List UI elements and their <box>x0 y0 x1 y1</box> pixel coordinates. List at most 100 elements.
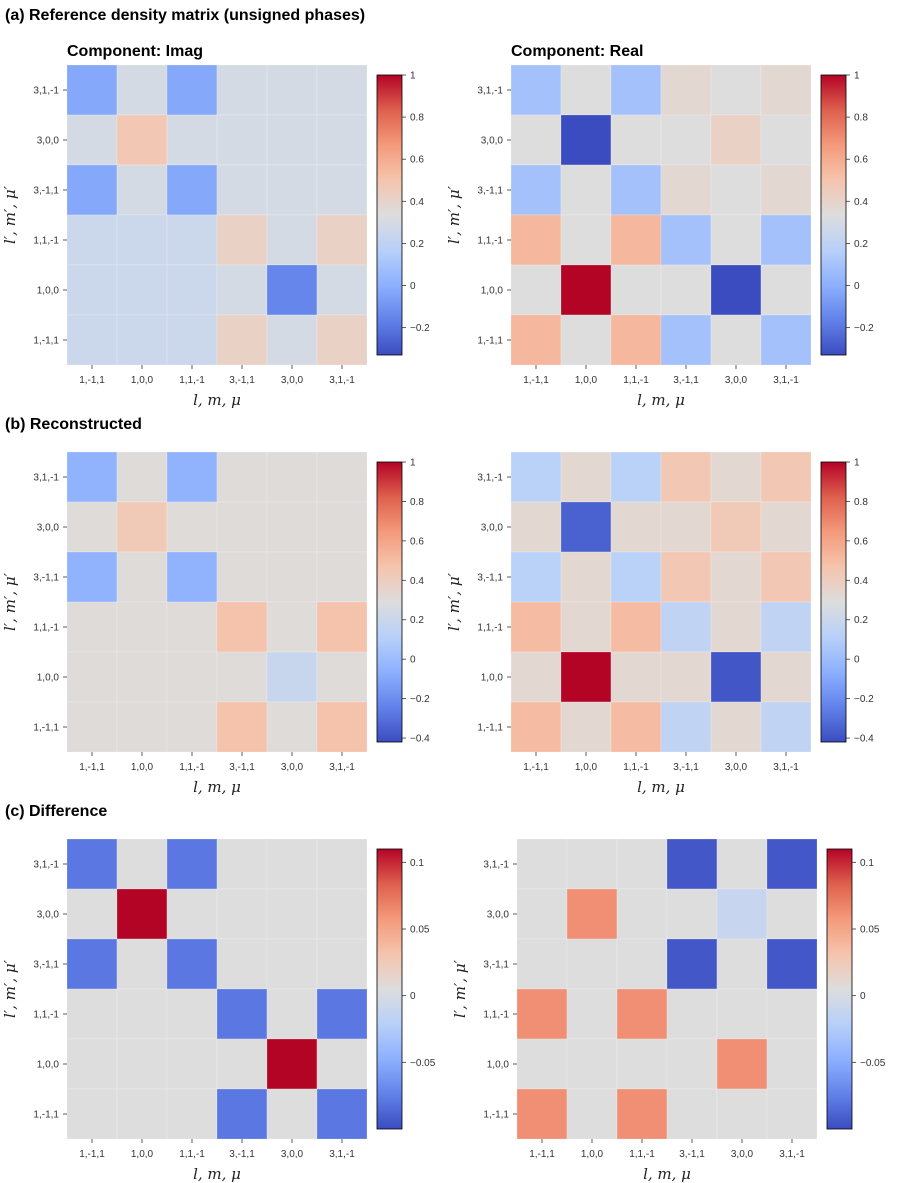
heatmap-cell <box>166 551 218 603</box>
heatmap-cell <box>116 551 168 603</box>
x-tick-label: 1,1,-1 <box>623 375 649 386</box>
heatmap-cell <box>66 601 118 653</box>
heatmap-cell <box>266 601 318 653</box>
y-tick-label: 1,1,-1 <box>483 1010 509 1021</box>
heatmap-cell <box>710 164 762 216</box>
y-tick-label: 1,0,0 <box>37 1060 60 1071</box>
heatmap-cell <box>166 601 218 653</box>
section-title-b: (b) Reconstructed <box>5 416 142 433</box>
y-tick-label: 1,-1,1 <box>477 336 503 347</box>
colorbar-tick-label: 0.8 <box>854 497 868 508</box>
heatmap-cell <box>266 264 318 316</box>
heatmap-cell <box>560 214 612 266</box>
heatmap-cell <box>116 64 168 116</box>
heatmap-cell <box>760 64 812 116</box>
heatmap-cell <box>710 264 762 316</box>
colorbar-tick-label: 0.05 <box>410 925 430 936</box>
x-axis-label: l, m, μ <box>643 1165 691 1183</box>
heatmap-cell <box>316 214 368 266</box>
colorbar-tick-label: 0 <box>410 655 416 666</box>
heatmap-cell <box>316 1038 368 1090</box>
colorbar <box>376 74 403 356</box>
heatmap-cell <box>516 1038 568 1090</box>
heatmap-cell <box>316 601 368 653</box>
colorbar-tick-label: 0 <box>410 281 416 292</box>
heatmap-cell <box>66 988 118 1040</box>
heatmap-cell <box>166 1038 218 1090</box>
heatmap-cell <box>566 988 618 1040</box>
heatmap-cell <box>516 838 568 890</box>
heatmap-cell <box>266 888 318 940</box>
colorbar-tick-label: −0.2 <box>854 323 874 334</box>
heatmap-cell <box>666 838 718 890</box>
heatmap-cell <box>216 551 268 603</box>
x-tick-label: 1,-1,1 <box>523 762 549 773</box>
heatmap-cell <box>116 888 168 940</box>
y-tick-label: 1,0,0 <box>37 286 60 297</box>
heatmap-cell <box>660 601 712 653</box>
heatmap-cell <box>510 701 562 753</box>
y-tick-label: 3,-1,1 <box>33 960 59 971</box>
colorbar <box>826 848 853 1130</box>
heatmap-b-real: 3,1,-1 3,0,0 3,-1,1 1,1,-1 1,0,0 1,-1,1 1,-1,1… <box>445 451 874 796</box>
heatmap-cell <box>266 1038 318 1090</box>
heatmap-cell <box>316 314 368 366</box>
heatmap-cell <box>716 888 768 940</box>
y-tick-label: 3,0,0 <box>37 910 60 921</box>
heatmap-c-imag: 3,1,-1 3,0,0 3,-1,1 1,1,-1 1,0,0 1,-1,1 1,-1,1… <box>1 838 436 1183</box>
y-axis-label: l′, m′, μ′ <box>445 185 463 244</box>
heatmap-cell <box>316 988 368 1040</box>
y-tick-label: 3,1,-1 <box>483 860 509 871</box>
y-tick-label: 3,-1,1 <box>483 960 509 971</box>
heatmap-cell <box>316 551 368 603</box>
heatmap-cell <box>516 1088 568 1140</box>
heatmap-cell <box>116 214 168 266</box>
heatmap-cell <box>760 601 812 653</box>
x-tick-label: 1,0,0 <box>575 762 598 773</box>
heatmap-cell <box>266 938 318 990</box>
heatmap-cell <box>66 264 118 316</box>
heatmap-cell <box>716 1038 768 1090</box>
colorbar-tick-label: 0.6 <box>410 155 424 166</box>
colorbar-tick-label: 0.1 <box>860 858 874 869</box>
heatmap-cell <box>316 164 368 216</box>
colorbar-tick-label: 0.05 <box>860 925 880 936</box>
heatmap-cell <box>560 651 612 703</box>
heatmap-cell <box>216 314 268 366</box>
colorbar <box>376 461 403 743</box>
x-tick-label: 1,-1,1 <box>79 762 105 773</box>
heatmap-cell <box>166 164 218 216</box>
heatmap-cell <box>610 651 662 703</box>
heatmap-cell <box>716 838 768 890</box>
x-tick-label: 1,-1,1 <box>79 1149 105 1160</box>
colorbar-tick-label: −0.4 <box>854 734 874 745</box>
heatmap-cell <box>116 938 168 990</box>
heatmap-cell <box>316 1088 368 1140</box>
heatmap-cell <box>66 214 118 266</box>
y-axis-label: l′, m′, μ′ <box>1 185 19 244</box>
x-tick-label: 1,-1,1 <box>529 1149 555 1160</box>
x-tick-label: 3,1,-1 <box>329 762 355 773</box>
heatmap-cell <box>66 1038 118 1090</box>
colorbar-tick-label: −0.2 <box>854 694 874 705</box>
heatmap-cell <box>216 264 268 316</box>
y-tick-label: 1,1,-1 <box>33 623 59 634</box>
x-axis-label: l, m, μ <box>193 778 241 796</box>
heatmap-cell <box>660 314 712 366</box>
x-tick-label: 3,1,-1 <box>773 762 799 773</box>
colorbar-tick-label: −0.4 <box>410 734 430 745</box>
heatmap-cell <box>760 264 812 316</box>
y-tick-label: 1,-1,1 <box>33 723 59 734</box>
y-tick-label: 3,-1,1 <box>477 573 503 584</box>
heatmap-cell <box>516 988 568 1040</box>
heatmap-cell <box>610 501 662 553</box>
heatmap-cell <box>216 1088 268 1140</box>
heatmap-cell <box>666 938 718 990</box>
heatmap-cell <box>716 988 768 1040</box>
colorbar <box>820 74 847 356</box>
x-tick-label: 3,0,0 <box>725 762 748 773</box>
colorbar-tick-label: −0.05 <box>860 1058 886 1069</box>
heatmap-cell <box>566 888 618 940</box>
heatmap-cell <box>166 838 218 890</box>
